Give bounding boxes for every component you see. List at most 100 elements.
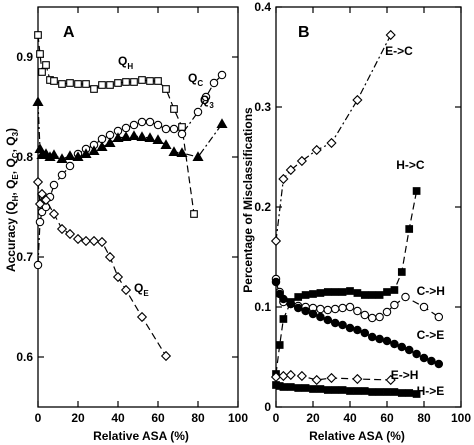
panel-b-data-point bbox=[434, 359, 444, 369]
panel-b-data-point bbox=[385, 29, 396, 41]
panel-a-data-point bbox=[56, 223, 68, 235]
panel-b-data-point bbox=[338, 288, 347, 296]
panel-b-data-point bbox=[397, 389, 406, 397]
panel-b-series-label: E->H bbox=[391, 368, 419, 382]
panel-a-y-tick-label: 0.7 bbox=[16, 250, 33, 264]
panel-a-y-tick-label: 0.6 bbox=[16, 350, 33, 364]
panel-b-series-label: H->C bbox=[396, 158, 425, 172]
panel-b-data-point bbox=[316, 312, 325, 322]
panel-a-data-point bbox=[190, 210, 198, 218]
panel-a-data-point bbox=[56, 153, 68, 163]
panel-a-data-point bbox=[32, 96, 44, 106]
panel-b-data-point bbox=[397, 342, 407, 352]
panel-a-y-tick-label: 0.9 bbox=[16, 50, 33, 64]
panel-a-data-point bbox=[36, 188, 48, 200]
panel-a-data-point bbox=[161, 124, 171, 134]
panel-b-data-point bbox=[405, 389, 414, 397]
panel-a-data-point bbox=[217, 70, 227, 80]
panel-b-data-point bbox=[286, 383, 295, 391]
panel-a-series-line bbox=[37, 34, 195, 215]
panel-b-series-line bbox=[275, 34, 392, 242]
panel-a-y-axis-title: Accuracy (QH, QE, QC, Q3) bbox=[4, 128, 20, 272]
panel-b-data-point bbox=[353, 325, 362, 335]
panel-a-data-point bbox=[64, 228, 76, 240]
panel-b-data-point bbox=[368, 388, 377, 396]
panel-a-data-point bbox=[137, 117, 147, 127]
panel-a-series-label: QC bbox=[188, 71, 203, 88]
panel-a-x-tick-label: 40 bbox=[111, 411, 125, 425]
panel-b-x-tick-label: 100 bbox=[451, 411, 471, 425]
panel-a-data-point bbox=[80, 148, 92, 158]
panel-b-data-point bbox=[275, 341, 284, 349]
panel-b-data-point bbox=[412, 390, 421, 398]
panel-b-y-tick-label: 0.2 bbox=[254, 200, 271, 214]
panel-a-data-point bbox=[162, 85, 170, 93]
panel-b-data-point bbox=[353, 289, 362, 297]
panel-b-data-point bbox=[338, 386, 347, 394]
panel-b-data-point bbox=[383, 288, 391, 296]
panel-a-data-point bbox=[88, 145, 100, 155]
panel-a-data-point bbox=[96, 236, 108, 248]
panel-b-letter: B bbox=[298, 24, 310, 41]
panel-b-data-point bbox=[338, 320, 347, 330]
panel-b-data-point bbox=[397, 268, 406, 276]
panel-a-data-point bbox=[112, 132, 124, 142]
panel-a-data-point bbox=[144, 132, 156, 142]
panel-a-data-point bbox=[104, 251, 116, 263]
panel-b-data-point bbox=[360, 328, 370, 338]
panel-b-data-point bbox=[293, 303, 303, 313]
panel-b-data-point bbox=[345, 323, 355, 333]
panel-a-data-point bbox=[169, 124, 179, 134]
panel-b-y-tick-label: 0.3 bbox=[254, 100, 271, 114]
panel-b-series-label: C->H bbox=[417, 284, 445, 298]
panel-a-x-tick-label: 80 bbox=[191, 411, 205, 425]
panel-a-data-point bbox=[152, 134, 164, 144]
panel-a-data-point bbox=[216, 118, 228, 128]
panel-a-data-point bbox=[153, 120, 163, 130]
panel-a-data-point bbox=[106, 81, 114, 89]
panel-b-y-tick-label: 0 bbox=[264, 400, 271, 414]
panel-a-x-tick-label: 60 bbox=[151, 411, 165, 425]
panel-b-data-point bbox=[279, 294, 288, 304]
panel-b-data-point bbox=[353, 387, 362, 395]
panel-b-series-label: C->E bbox=[417, 328, 445, 342]
panel-a-data-point bbox=[32, 176, 44, 188]
panel-b-data-point bbox=[294, 384, 303, 392]
panel-a-data-point bbox=[72, 151, 84, 161]
panel-b-data-point bbox=[311, 144, 322, 156]
panel-b-data-point bbox=[338, 303, 347, 313]
panel-b-x-axis-title: Relative ASA (%) bbox=[309, 429, 405, 443]
panel-b-series-label: E->C bbox=[385, 44, 413, 58]
panel-a-frame bbox=[37, 6, 239, 408]
panel-b-data-point bbox=[294, 293, 303, 301]
panel-b-data-point bbox=[401, 292, 410, 302]
panel-a-data-point bbox=[168, 146, 180, 156]
panel-b-data-point bbox=[390, 286, 399, 294]
panel-b-x-tick-label: 60 bbox=[380, 411, 394, 425]
panel-a-data-point bbox=[33, 260, 43, 270]
panel-a-series-line bbox=[37, 181, 167, 357]
panel-a-data-point bbox=[82, 80, 90, 88]
panel-a-data-point bbox=[65, 161, 75, 171]
panel-a-data-point bbox=[114, 79, 122, 87]
panel-a-data-point bbox=[120, 131, 132, 141]
panel-b-data-point bbox=[323, 315, 333, 325]
panel-b-data-point bbox=[285, 164, 296, 176]
panel-a-data-point bbox=[129, 120, 139, 130]
panel-a-y-tick-label: 0.8 bbox=[16, 150, 33, 164]
panel-a-data-point bbox=[72, 233, 84, 245]
panel-a-data-point bbox=[201, 92, 211, 102]
panel-b-data-point bbox=[382, 307, 392, 317]
panel-b-data-point bbox=[352, 94, 363, 106]
panel-b-data-point bbox=[390, 300, 399, 310]
panel-b-data-point bbox=[412, 349, 421, 359]
panel-b-data-point bbox=[326, 137, 337, 149]
panel-a-data-point bbox=[193, 107, 203, 117]
panel-a-data-point bbox=[145, 117, 155, 127]
panel-b-data-point bbox=[296, 155, 307, 167]
panel-b-data-point bbox=[412, 187, 421, 195]
panel-a-data-point bbox=[34, 143, 46, 153]
panel-a-data-point bbox=[57, 170, 67, 180]
panel-a-data-point bbox=[38, 68, 46, 76]
